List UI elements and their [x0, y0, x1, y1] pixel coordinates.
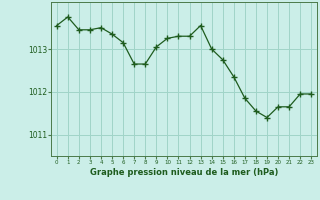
- X-axis label: Graphe pression niveau de la mer (hPa): Graphe pression niveau de la mer (hPa): [90, 168, 278, 177]
